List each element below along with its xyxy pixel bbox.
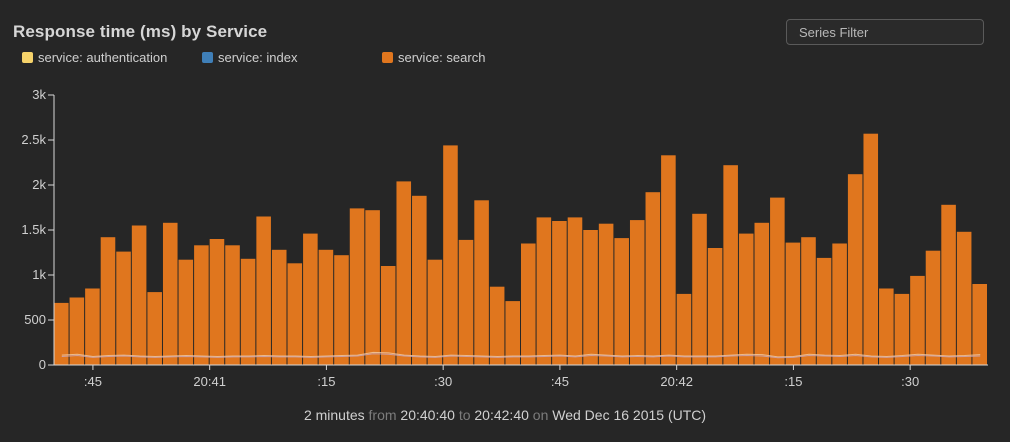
bar — [521, 243, 536, 365]
y-tick-label: 500 — [24, 312, 46, 327]
legend-swatch-index — [202, 52, 213, 63]
bar — [225, 245, 240, 365]
x-tick-label: :15 — [784, 374, 802, 389]
series-filter-input[interactable] — [786, 19, 984, 45]
bar — [396, 181, 412, 365]
y-tick-label: 2.5k — [21, 132, 46, 147]
bar — [801, 237, 816, 365]
bar — [816, 257, 832, 365]
bar — [209, 239, 225, 365]
y-tick-label: 2k — [32, 177, 46, 192]
bar — [303, 233, 318, 365]
series-line-authentication — [61, 351, 981, 358]
bar — [754, 222, 770, 365]
bar — [380, 266, 396, 365]
chart-title: Response time (ms) by Service — [13, 22, 268, 41]
bar — [100, 237, 116, 365]
bar — [925, 250, 941, 365]
x-tick-label: :45 — [551, 374, 569, 389]
end-time: 20:42:40 — [474, 407, 529, 423]
bar — [318, 249, 334, 365]
bar — [131, 225, 147, 365]
legend-item-index[interactable]: service: index — [202, 50, 297, 65]
date-text: Wed Dec 16 2015 (UTC) — [552, 407, 707, 423]
bar — [334, 255, 349, 365]
bar — [863, 133, 879, 365]
x-tick-label: 20:42 — [660, 374, 693, 389]
bar — [847, 174, 863, 365]
bar — [598, 223, 614, 365]
bar — [271, 249, 287, 365]
bar — [645, 192, 661, 365]
bar — [287, 263, 303, 365]
y-tick-label: 3k — [32, 87, 46, 102]
bar — [489, 286, 505, 365]
legend-item-authentication[interactable]: service: authentication — [22, 50, 167, 65]
bar — [910, 275, 925, 365]
bar — [240, 258, 256, 365]
bar — [770, 197, 785, 365]
bar — [956, 231, 972, 365]
bar — [69, 297, 85, 365]
on-word: on — [532, 407, 549, 423]
duration-text: 2 minutes — [303, 407, 365, 423]
bar — [116, 251, 131, 365]
y-tick-label: 0 — [39, 357, 46, 372]
start-time: 20:40:40 — [400, 407, 455, 423]
bar — [474, 200, 489, 365]
bar — [879, 288, 894, 365]
bar — [567, 217, 583, 365]
bar — [412, 195, 427, 365]
bar — [162, 222, 178, 365]
bar — [458, 239, 474, 365]
bar — [85, 288, 100, 365]
bar — [707, 248, 723, 365]
bar — [785, 242, 801, 365]
bar — [552, 221, 567, 365]
bar — [194, 245, 209, 365]
bar — [443, 145, 458, 365]
time-range-footer: 2 minutes from 20:40:40 to 20:42:40 on W… — [0, 407, 1010, 423]
bar — [661, 155, 676, 365]
bar — [972, 284, 987, 365]
bar — [256, 216, 271, 365]
bar — [614, 238, 629, 365]
legend-label-index: service: index — [218, 50, 298, 65]
bar — [349, 208, 365, 365]
bar — [676, 293, 692, 365]
bar — [505, 301, 520, 365]
x-tick-label: :30 — [901, 374, 919, 389]
legend-label-search: service: search — [398, 50, 486, 65]
x-tick-label: :45 — [84, 374, 102, 389]
series-line-index — [61, 353, 981, 359]
to-word: to — [458, 407, 471, 423]
y-tick-label: 1.5k — [21, 222, 46, 237]
legend-swatch-search — [382, 52, 393, 63]
x-tick-label: :30 — [434, 374, 452, 389]
bar — [723, 165, 738, 365]
bar — [365, 210, 380, 365]
bar — [427, 259, 443, 365]
bar — [738, 233, 754, 365]
bar — [832, 243, 847, 365]
bar — [941, 204, 956, 365]
bar — [692, 213, 707, 365]
legend-swatch-authentication — [22, 52, 33, 63]
legend-label-authentication: service: authentication — [38, 50, 168, 65]
bar — [54, 302, 69, 365]
from-word: from — [368, 407, 397, 423]
bar — [629, 220, 645, 365]
x-tick-label: :15 — [317, 374, 335, 389]
bar — [583, 230, 598, 365]
bar — [147, 292, 162, 365]
bar-chart: 0 500 1k 1.5k 2k 2.5k 3k :45 20:41 :15 :30 :45 20:42… — [21, 87, 988, 389]
x-tick-label: 20:41 — [193, 374, 226, 389]
bar — [178, 259, 194, 365]
y-tick-label: 1k — [32, 267, 46, 282]
legend-item-search[interactable]: service: search — [382, 50, 485, 65]
bar — [536, 217, 552, 365]
bar — [894, 293, 910, 365]
